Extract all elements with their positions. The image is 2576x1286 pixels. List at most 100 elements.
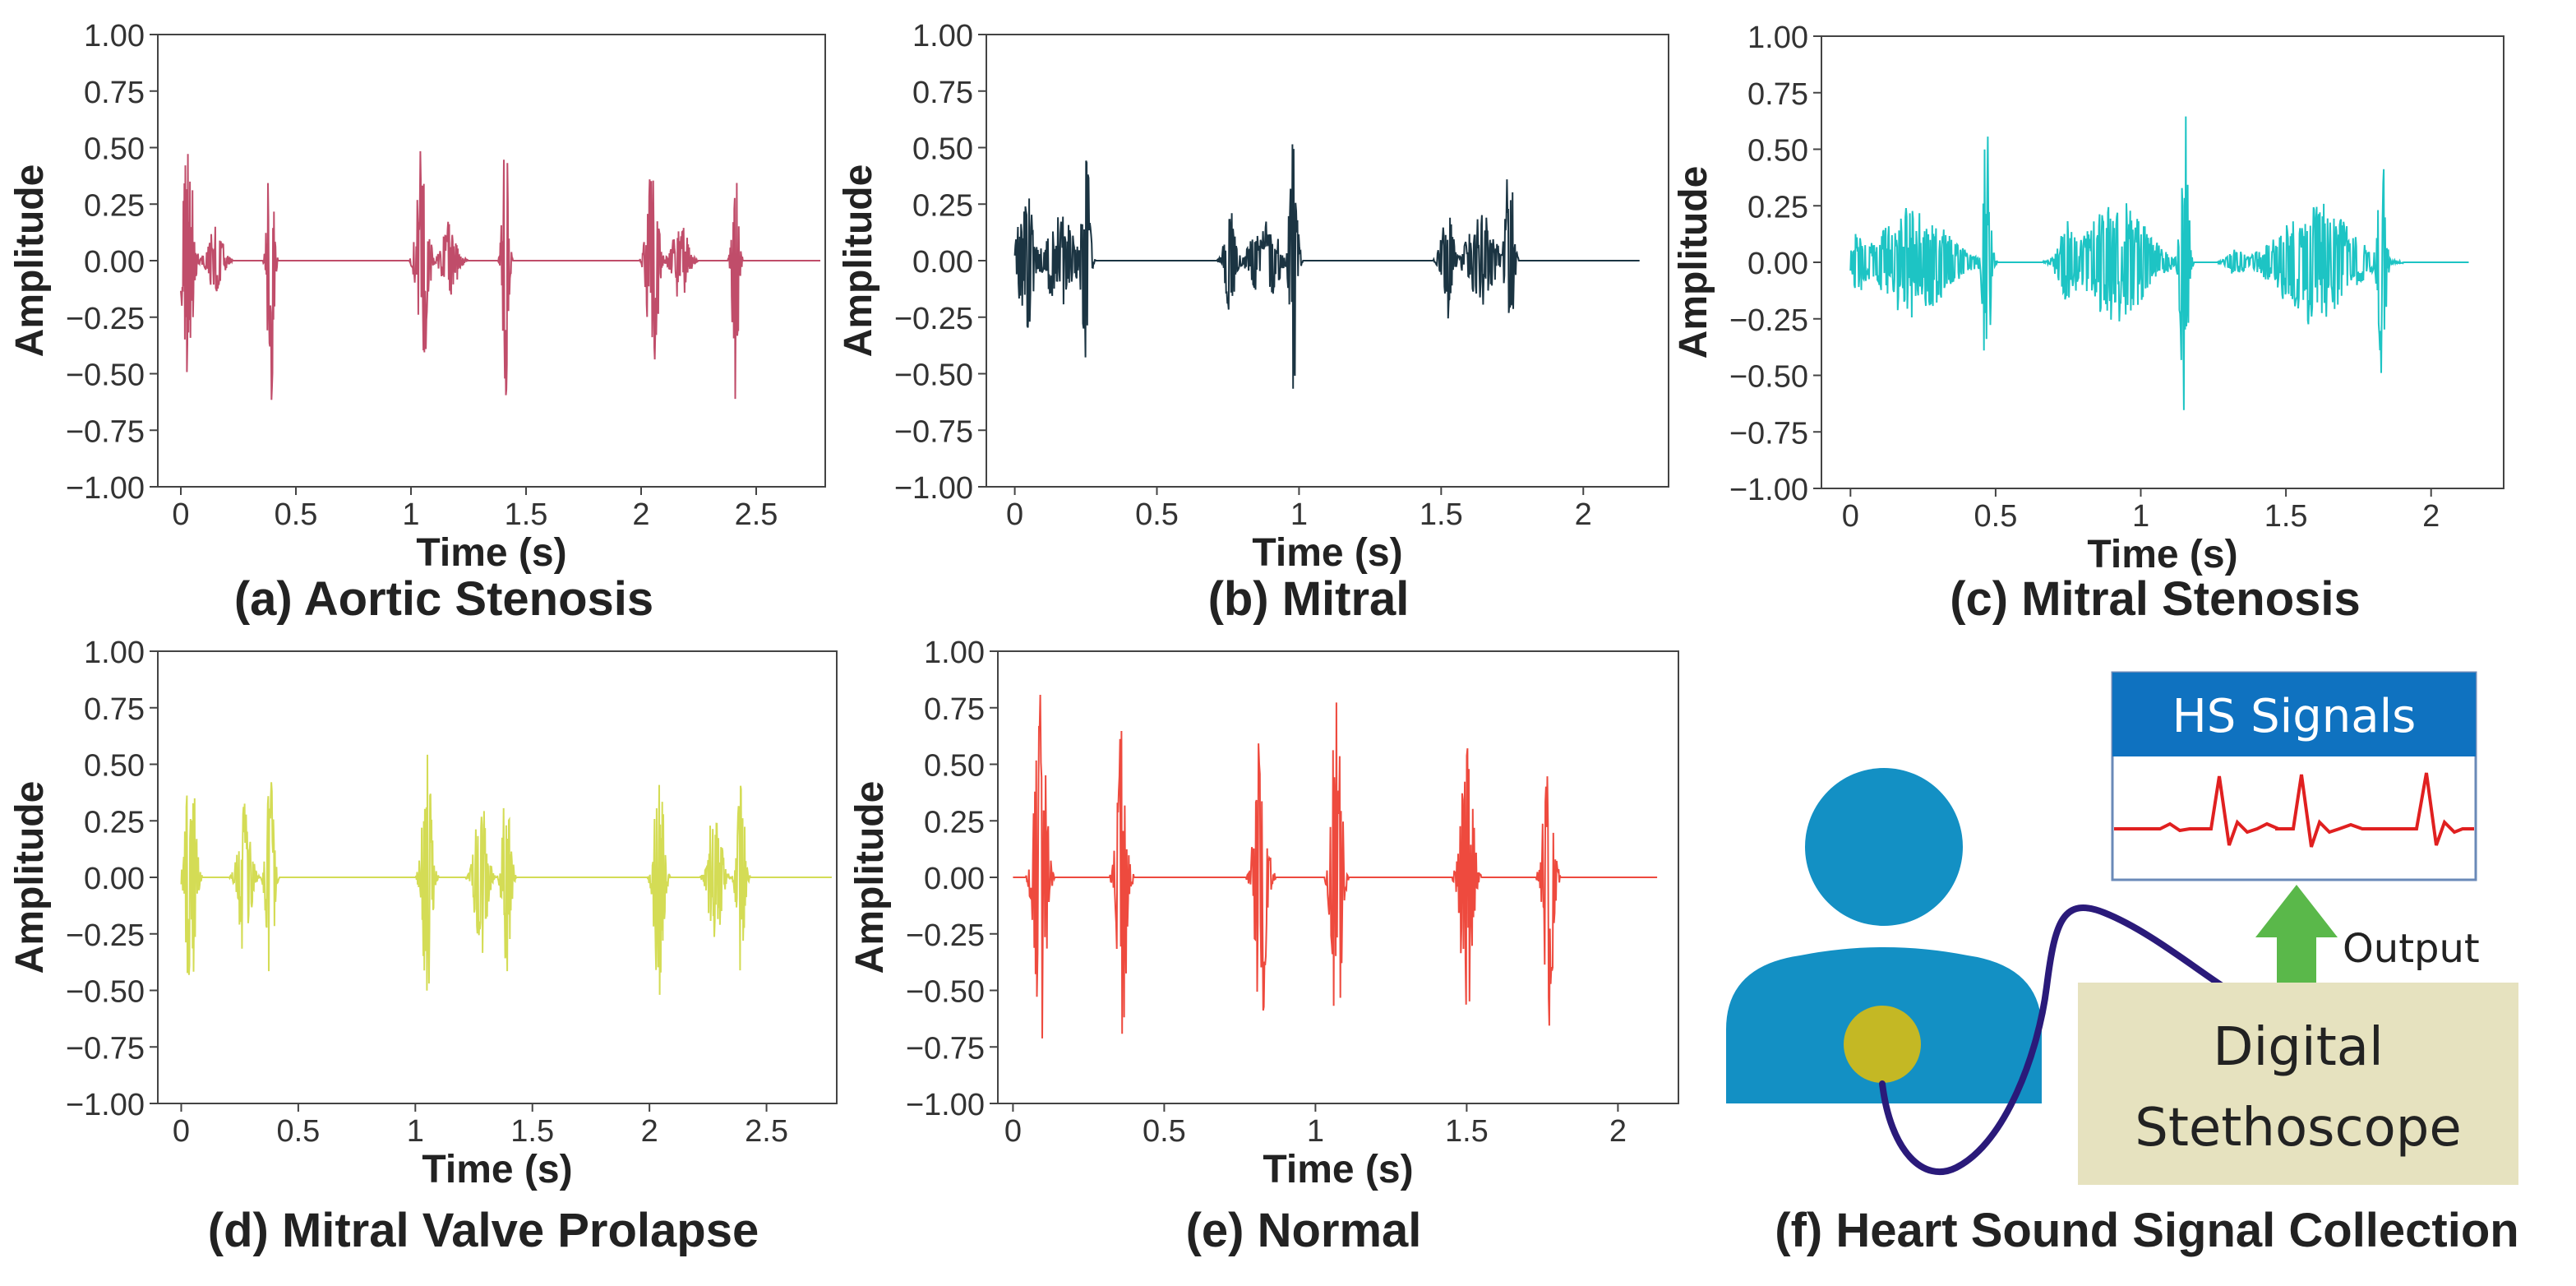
- x-tick-label: 2: [2422, 499, 2440, 534]
- caption-f: (f) Heart Sound Signal Collection: [1775, 1204, 2518, 1257]
- chart-2: 1.000.750.500.250.00−0.25−0.50−0.75−1.00…: [837, 19, 1669, 626]
- y-tick-label: −1.00: [906, 1088, 985, 1122]
- x-tick-label: 2: [1609, 1114, 1627, 1149]
- person-head: [1805, 768, 1963, 926]
- digital-stethoscope-box: [2078, 983, 2518, 1185]
- y-tick-label: 0.50: [1747, 134, 1808, 169]
- y-tick-label: 0.00: [84, 245, 145, 280]
- y-axis-title: Amplitude: [8, 781, 52, 974]
- x-tick-label: 0: [172, 497, 189, 532]
- y-axis-title: Amplitude: [848, 781, 892, 974]
- x-tick-label: 1: [2132, 499, 2149, 534]
- panel-f-diagram: Digital Stethoscope Output HS Signals: [1726, 671, 2518, 1185]
- y-tick-label: −1.00: [894, 471, 973, 506]
- y-tick-label: −1.00: [1729, 473, 1808, 507]
- y-tick-label: 0.25: [84, 805, 145, 840]
- chart-caption: (e) Normal: [1186, 1204, 1422, 1257]
- x-tick-label: 1.5: [505, 497, 548, 532]
- y-tick-label: 0.25: [924, 805, 985, 840]
- y-tick-label: 1.00: [84, 636, 145, 670]
- y-tick-label: 0.25: [84, 188, 145, 223]
- signal-trace: [180, 754, 832, 995]
- x-tick-label: 1: [1290, 497, 1308, 532]
- x-tick-label: 2: [1575, 497, 1592, 532]
- x-tick-label: 2: [641, 1114, 658, 1149]
- chart-caption: (c) Mitral Stenosis: [1950, 572, 2361, 626]
- x-axis-title: Time (s): [2087, 533, 2237, 576]
- chart-3: 1.00 0.75 0.50 0.25 0.00 −0.25 −0.50 −0.75 −1.00…: [1672, 21, 2504, 626]
- y-tick-label: −0.25: [66, 918, 145, 953]
- stethoscope-cable: [1879, 904, 2227, 1175]
- y-tick-label: −0.25: [894, 302, 973, 336]
- y-tick-label: −0.75: [66, 414, 145, 449]
- output-label: Output: [2343, 926, 2480, 972]
- y-tick-label: −0.50: [1729, 360, 1808, 395]
- y-tick-label: 1.00: [1747, 21, 1808, 55]
- y-tick-label: 0.00: [924, 862, 985, 896]
- x-axis-title: Time (s): [416, 531, 566, 575]
- x-tick-label: 1: [1307, 1114, 1324, 1149]
- signal-trace: [180, 150, 820, 400]
- y-tick-label: −0.25: [1729, 303, 1808, 338]
- y-tick-label: 0.75: [84, 692, 145, 727]
- y-tick-label: −1.00: [66, 471, 145, 506]
- y-tick-label: −0.25: [906, 918, 985, 953]
- y-tick-label: −0.50: [66, 975, 145, 1010]
- y-tick-label: −0.75: [66, 1031, 145, 1066]
- y-tick-label: 0.25: [912, 188, 973, 223]
- y-tick-label: 0.50: [924, 749, 985, 784]
- x-tick-label: 0.5: [275, 497, 318, 532]
- device-label-line1: Digital: [2213, 1017, 2384, 1078]
- x-tick-label: 1.5: [510, 1114, 554, 1149]
- y-tick-label: −0.50: [66, 359, 145, 393]
- stethoscope-sensor: [1844, 1006, 1921, 1083]
- x-tick-label: 2.5: [745, 1114, 788, 1149]
- y-tick-label: 0.75: [924, 692, 985, 727]
- y-tick-label: −0.25: [66, 302, 145, 336]
- y-axis-title: Amplitude: [837, 164, 880, 358]
- y-tick-label: 0.50: [84, 749, 145, 784]
- x-tick-label: 0.5: [276, 1114, 320, 1149]
- device-label-line2: Stethoscope: [2135, 1098, 2462, 1159]
- x-tick-label: 0.5: [1974, 499, 2018, 534]
- hs-signals-title: HS Signals: [2172, 690, 2417, 743]
- x-tick-label: 0.5: [1143, 1114, 1186, 1149]
- y-axis-title: Amplitude: [8, 164, 52, 358]
- y-tick-label: −1.00: [66, 1088, 145, 1122]
- y-tick-label: 0.00: [1747, 247, 1808, 281]
- y-tick-label: 1.00: [924, 636, 985, 670]
- chart-4: 1.000.750.500.250.00−0.25−0.50−0.75−1.00…: [8, 636, 838, 1257]
- y-tick-label: −0.75: [1729, 416, 1808, 451]
- x-tick-label: 0: [1004, 1114, 1022, 1149]
- y-tick-label: −0.50: [894, 359, 973, 393]
- x-tick-label: 0: [1006, 497, 1023, 532]
- y-tick-label: 0.75: [1747, 77, 1808, 112]
- y-tick-label: 0.00: [912, 245, 973, 280]
- y-tick-label: 1.00: [84, 19, 145, 53]
- chart-caption: (d) Mitral Valve Prolapse: [208, 1204, 759, 1257]
- y-tick-label: 0.50: [912, 132, 973, 167]
- y-tick-label: 0.50: [84, 132, 145, 167]
- x-tick-label: 1.5: [1445, 1114, 1489, 1149]
- chart-1: 1.000.750.500.250.00−0.25−0.50−0.75−1.00…: [8, 19, 826, 626]
- y-tick-label: −0.75: [906, 1031, 985, 1066]
- chart-caption: (a) Aortic Stenosis: [234, 572, 653, 626]
- y-tick-label: 0.75: [84, 76, 145, 110]
- ecg-trace: [2114, 772, 2474, 848]
- y-tick-label: 0.25: [1747, 190, 1808, 224]
- x-axis-title: Time (s): [1263, 1148, 1413, 1191]
- output-arrow-icon: [2255, 885, 2338, 983]
- signal-trace: [1013, 694, 1658, 1039]
- y-tick-label: 1.00: [912, 19, 973, 53]
- y-tick-label: 0.75: [912, 76, 973, 110]
- hs-signals-header: [2112, 673, 2476, 756]
- signal-trace: [1849, 116, 2469, 410]
- chart-5: 1.000.750.500.250.00−0.25−0.50−0.75−1.00…: [848, 636, 1679, 1257]
- chart-caption: (b) Mitral: [1208, 572, 1410, 626]
- x-tick-label: 0: [173, 1114, 190, 1149]
- y-axis-title: Amplitude: [1672, 166, 1715, 359]
- x-axis-title: Time (s): [1252, 531, 1402, 575]
- x-tick-label: 2.5: [735, 497, 778, 532]
- y-tick-label: −0.50: [906, 975, 985, 1010]
